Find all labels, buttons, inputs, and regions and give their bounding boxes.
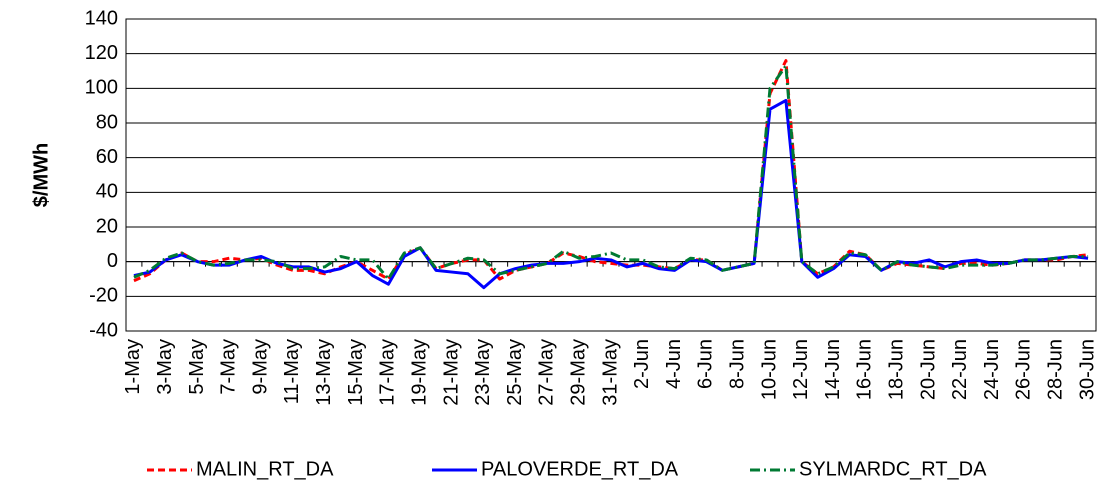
x-tick-label: 12-Jun [790,339,812,400]
series-line [133,64,1089,281]
x-tick-label: 26-Jun [1013,339,1035,400]
x-tick-label: 2-Jun [631,339,653,389]
y-tick-label: 0 [107,250,118,272]
x-tick-label: 25-May [504,339,526,406]
x-tick-label: 8-Jun [726,339,748,389]
x-tick-label: 27-May [536,339,558,406]
x-tick-label: 23-May [472,339,494,406]
legend-label: PALOVERDE_RT_DA [481,458,679,480]
x-tick-label: 31-May [599,339,621,406]
y-tick-label: 80 [96,111,118,133]
series-line [133,59,1089,283]
series-line [133,98,1089,290]
x-tick-label: 10-Jun [758,339,780,400]
x-tick-label: 24-Jun [981,339,1003,400]
x-tick-label: 11-May [281,339,303,404]
x-tick-label: 16-Jun [854,339,876,400]
x-tick-label: 19-May [408,339,430,406]
y-tick-label: 60 [96,146,118,168]
x-tick-label: 14-Jun [822,339,844,400]
y-tick-label: -40 [89,319,118,341]
x-tick-label: 6-Jun [695,339,717,389]
plot-border [125,18,1097,332]
y-tick-label: 40 [96,181,118,203]
x-tick-label: 7-May [218,339,240,395]
x-tick-label: 15-May [345,339,367,406]
x-tick-label: 22-Jun [949,339,971,400]
x-tick-label: 4-Jun [663,339,685,389]
legend-label: SYLMARDC_RT_DA [799,458,987,480]
x-tick-label: 30-Jun [1076,339,1098,400]
x-tick-label: 21-May [440,339,462,406]
x-tick-label: 28-Jun [1045,339,1067,400]
x-tick-label: 18-Jun [886,339,908,400]
y-tick-label: 100 [85,77,118,99]
y-axis-label: $/MWh [30,143,52,207]
x-tick-label: 3-May [154,339,176,395]
legend-label: MALIN_RT_DA [196,458,334,480]
x-tick-label: 20-Jun [917,339,939,400]
x-tick-label: 1-May [122,339,144,395]
x-tick-label: 13-May [313,339,335,406]
y-tick-label: -20 [89,285,118,307]
x-tick-label: 29-May [567,339,589,406]
y-tick-label: 20 [96,215,118,237]
x-tick-label: 9-May [249,339,271,395]
x-tick-label: 5-May [186,339,208,395]
y-tick-label: 120 [85,42,118,64]
x-tick-label: 17-May [377,339,399,406]
y-tick-label: 140 [85,7,118,29]
